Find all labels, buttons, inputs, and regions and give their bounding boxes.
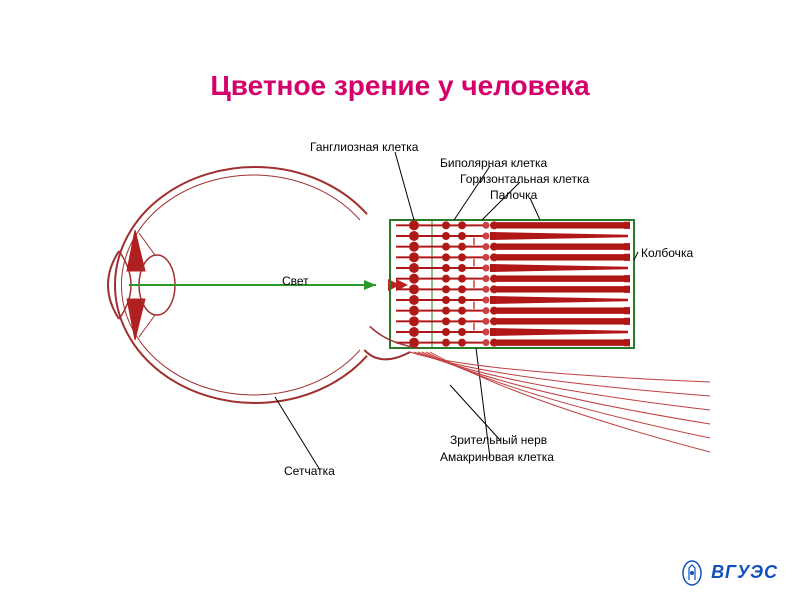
diagram-svg <box>90 140 710 510</box>
eye-diagram: Ганглиозная клетка Биполярная клетка Гор… <box>90 140 710 510</box>
label-cone: Колбочка <box>641 246 693 260</box>
label-optic-nerve: Зрительный нерв <box>450 433 547 447</box>
slide-title: Цветное зрение у человека <box>0 70 800 102</box>
logo-text: ВГУЭС <box>711 562 778 582</box>
label-amacrine: Амакриновая клетка <box>440 450 554 464</box>
label-light: Свет <box>282 274 309 288</box>
label-rod: Палочка <box>490 188 537 202</box>
label-bipolar: Биполярная клетка <box>440 156 547 170</box>
label-retina: Сетчатка <box>284 464 335 478</box>
logo: ВГУЭС <box>679 560 778 586</box>
label-ganglion: Ганглиозная клетка <box>310 140 418 154</box>
logo-icon <box>679 560 705 586</box>
label-horizontal: Горизонтальная клетка <box>460 172 589 186</box>
